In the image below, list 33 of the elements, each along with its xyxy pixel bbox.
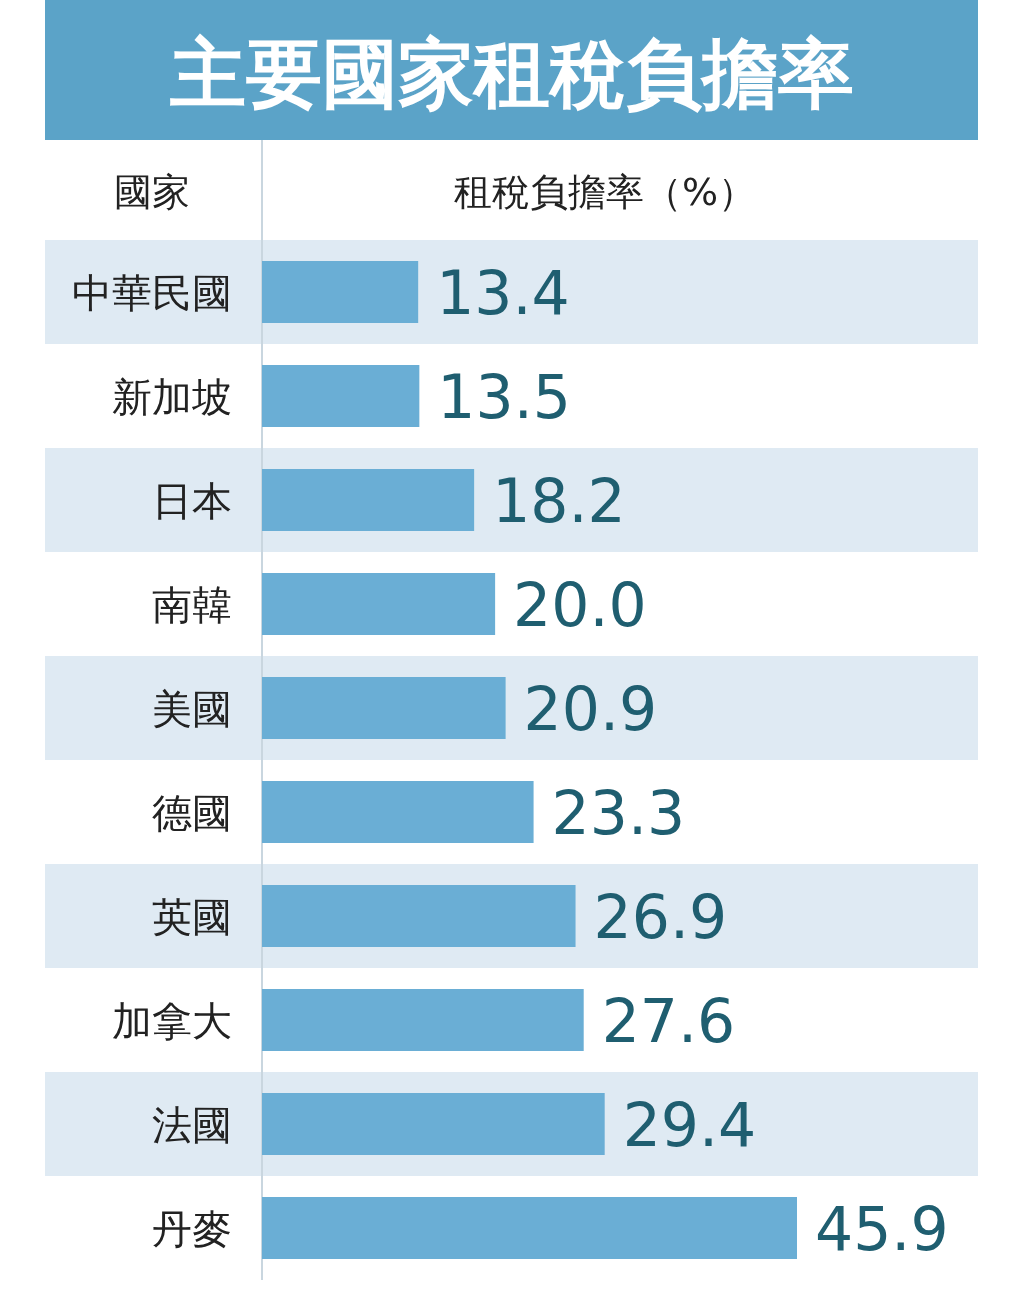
bar [262, 677, 506, 739]
bar [262, 885, 576, 947]
bar [262, 781, 534, 843]
data-label: 13.4 [436, 258, 570, 328]
y-axis-title: 國家 [114, 170, 190, 214]
y-tick-label: 南韓 [152, 582, 232, 628]
data-label: 20.0 [513, 570, 647, 640]
y-tick-label: 日本 [152, 478, 232, 524]
y-tick-label: 法國 [152, 1102, 232, 1148]
bar [262, 1197, 797, 1259]
data-label: 20.9 [523, 674, 658, 744]
y-tick-label: 中華民國 [72, 270, 232, 316]
y-tick-label: 德國 [152, 790, 232, 836]
data-label: 26.9 [593, 882, 728, 952]
data-label: 29.4 [622, 1090, 757, 1160]
data-label: 18.2 [492, 466, 626, 536]
chart-title: 主要國家租稅負擔率 [168, 29, 854, 118]
y-tick-label: 美國 [152, 686, 232, 732]
bar [262, 261, 419, 323]
y-tick-label: 加拿大 [112, 998, 232, 1044]
y-tick-label: 丹麥 [152, 1206, 232, 1252]
data-label: 23.3 [551, 778, 686, 848]
data-label: 13.5 [437, 362, 571, 432]
bar [262, 1093, 605, 1155]
data-label: 27.6 [601, 986, 736, 1056]
y-tick-label: 新加坡 [112, 374, 232, 420]
x-axis-title: 租稅負擔率（%） [453, 170, 757, 214]
data-label: 45.9 [815, 1194, 949, 1264]
bar [262, 989, 584, 1051]
y-tick-label: 英國 [152, 894, 232, 940]
bar [262, 573, 496, 635]
bar [262, 365, 420, 427]
bar [262, 469, 475, 531]
